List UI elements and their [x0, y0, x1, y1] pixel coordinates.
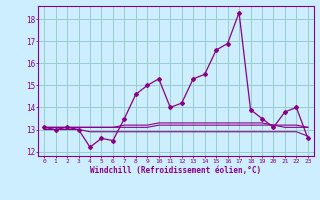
X-axis label: Windchill (Refroidissement éolien,°C): Windchill (Refroidissement éolien,°C) [91, 166, 261, 175]
